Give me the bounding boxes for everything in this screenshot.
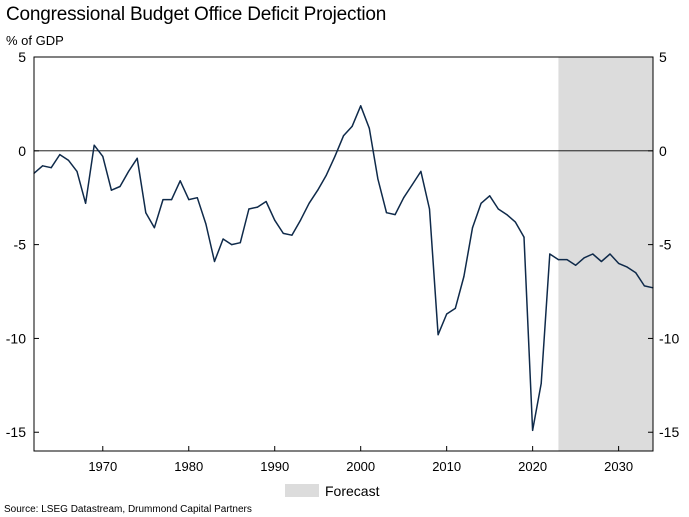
y-tick-label-left--15: -15 (6, 424, 26, 440)
data-point-2013 (471, 227, 474, 229)
data-point-2022 (549, 253, 551, 255)
x-tick-label-2010: 2010 (432, 459, 461, 474)
series-points (33, 105, 654, 431)
y-tick-label-left--5: -5 (14, 237, 27, 253)
data-point-1968 (85, 202, 87, 204)
data-point-1966 (67, 159, 69, 161)
data-point-2005 (403, 197, 405, 199)
data-point-1986 (239, 242, 241, 244)
data-point-1998 (342, 135, 345, 137)
data-point-1988 (256, 206, 259, 208)
data-point-1979 (179, 180, 181, 182)
data-point-1985 (231, 244, 233, 246)
y-tick-label-left-0: 0 (18, 143, 26, 159)
data-point-1980 (188, 199, 190, 201)
data-point-1982 (205, 223, 207, 225)
data-point-2000 (360, 105, 362, 107)
data-point-2024 (566, 259, 568, 261)
data-point-2032 (635, 272, 637, 274)
x-tick-label-1990: 1990 (260, 459, 289, 474)
y-tick-label-right-0: 0 (659, 143, 667, 159)
y-tick-label-left-5: 5 (18, 49, 26, 65)
x-tick-label-2000: 2000 (346, 459, 375, 474)
data-point-2027 (592, 253, 594, 255)
data-point-1965 (59, 154, 61, 156)
legend-label-forecast: Forecast (325, 483, 380, 499)
data-point-2030 (618, 262, 620, 264)
y-tick-label-right--15: -15 (659, 424, 679, 440)
legend-swatch-forecast (285, 484, 319, 497)
x-tick-label-2020: 2020 (518, 459, 547, 474)
data-point-2018 (514, 221, 517, 223)
data-point-1967 (76, 170, 78, 172)
x-tick-label-1970: 1970 (88, 459, 117, 474)
data-point-2023 (557, 259, 560, 261)
data-point-1970 (102, 155, 104, 157)
data-point-2029 (609, 253, 611, 255)
source-note: Source: LSEG Datastream, Drummond Capita… (4, 504, 252, 515)
data-point-2007 (420, 170, 422, 172)
data-point-2008 (428, 208, 431, 210)
data-point-2028 (600, 260, 603, 263)
data-point-2015 (489, 195, 491, 197)
data-point-1983 (213, 260, 216, 263)
data-point-1975 (145, 212, 147, 214)
data-point-1990 (274, 219, 276, 221)
data-point-1993 (299, 219, 302, 221)
y-axis-unit-label: % of GDP (6, 33, 64, 48)
y-tick-label-right--5: -5 (659, 237, 672, 253)
data-point-2011 (454, 307, 456, 309)
y-tick-label-right-5: 5 (659, 49, 667, 65)
data-point-2003 (385, 212, 388, 214)
data-point-2025 (575, 264, 577, 266)
data-point-2026 (583, 257, 585, 259)
data-point-1989 (265, 200, 267, 203)
data-point-2031 (626, 266, 628, 268)
data-point-2020 (532, 429, 534, 431)
data-point-1987 (248, 208, 250, 210)
data-point-1972 (119, 185, 121, 188)
data-point-1991 (282, 232, 284, 234)
data-point-1977 (162, 199, 164, 201)
data-point-2002 (377, 178, 379, 180)
data-point-1994 (308, 202, 310, 204)
forecast-band (558, 57, 653, 451)
legend: Forecast (285, 483, 380, 499)
y-tick-label-left--10: -10 (6, 330, 26, 346)
y-tick-label-right--10: -10 (659, 330, 679, 346)
data-point-1971 (110, 189, 112, 191)
data-point-1981 (196, 197, 198, 199)
data-point-1973 (128, 170, 130, 172)
data-point-1969 (93, 144, 95, 146)
axis-ticks: 1970 1980 1990 2000 2010 2020 2030 5 5 0 0 -5 -5 -10 -… (6, 49, 680, 474)
data-point-2012 (463, 275, 465, 278)
data-point-1999 (351, 125, 353, 127)
data-point-1995 (317, 189, 319, 191)
data-point-1984 (222, 238, 224, 240)
data-point-1974 (136, 157, 138, 159)
data-point-2010 (446, 313, 448, 315)
data-point-2021 (540, 382, 542, 385)
data-point-1997 (334, 155, 336, 157)
data-point-2019 (523, 236, 525, 238)
data-point-2006 (411, 184, 413, 186)
data-point-2014 (480, 202, 482, 204)
data-point-2004 (394, 214, 396, 216)
plot-frame (33, 56, 654, 452)
data-point-1963 (42, 165, 44, 167)
data-point-2001 (368, 127, 370, 129)
data-point-1992 (291, 234, 293, 236)
chart-title: Congressional Budget Office Deficit Proj… (6, 4, 387, 25)
data-point-1964 (50, 167, 52, 169)
x-tick-label-1980: 1980 (174, 459, 203, 474)
data-point-1996 (325, 174, 327, 176)
data-point-2009 (437, 334, 439, 336)
data-point-2016 (497, 208, 499, 210)
data-point-2033 (643, 285, 646, 287)
data-point-1976 (153, 227, 155, 229)
data-point-1978 (171, 199, 173, 201)
x-tick-label-2030: 2030 (604, 459, 633, 474)
data-point-2017 (506, 214, 508, 216)
